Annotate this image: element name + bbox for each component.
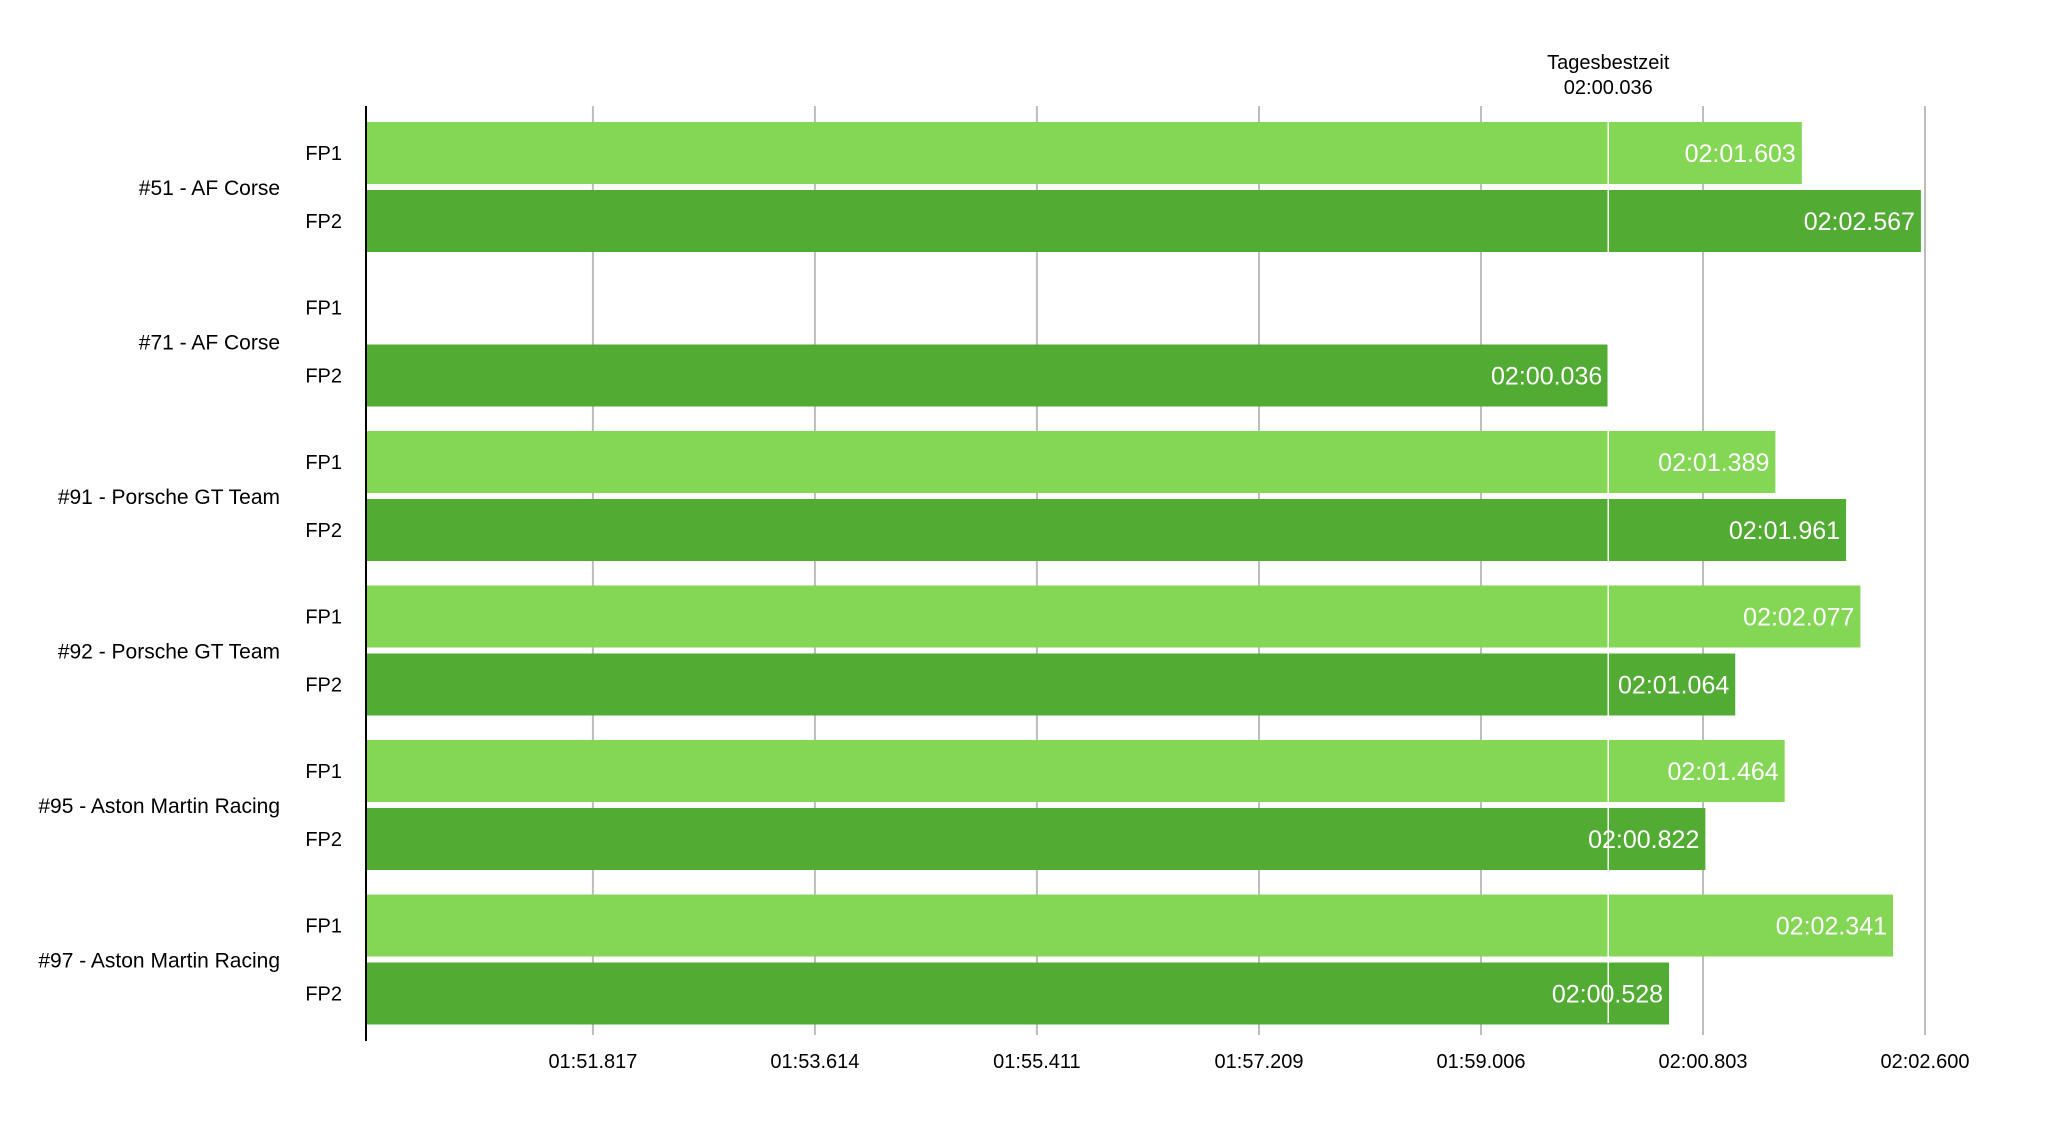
category-label: #95 - Aston Martin Racing <box>38 795 280 818</box>
session-label: FP1 <box>305 761 342 783</box>
bar-value-label: 02:00.528 <box>1552 981 1663 1009</box>
x-tick-label: 01:53.614 <box>770 1051 859 1073</box>
reference-label-value: 02:00.036 <box>1564 77 1653 99</box>
reference-line-layer: Tagesbestzeit 02:00.036 <box>1547 52 1670 1023</box>
category-label: #97 - Aston Martin Racing <box>38 950 280 973</box>
bar-value-label: 02:02.567 <box>1804 208 1915 236</box>
bar-value-label: 02:01.464 <box>1667 758 1778 786</box>
x-tick-label: 01:51.817 <box>548 1051 637 1073</box>
session-label: FP2 <box>305 211 342 233</box>
bar-value-label: 02:01.603 <box>1685 140 1796 168</box>
session-label: FP1 <box>305 143 342 165</box>
bar-value-label: 02:01.961 <box>1729 517 1840 545</box>
axis-layer: 01:51.817 01:53.614 01:55.411 01:57.209 01:5… <box>365 106 1970 1073</box>
bar-fp2 <box>366 808 1706 870</box>
x-tick-label: 01:55.411 <box>993 1051 1081 1073</box>
session-label: FP2 <box>305 984 342 1006</box>
bar-value-label: 02:02.341 <box>1776 913 1887 941</box>
bar-value-label: 02:00.036 <box>1491 363 1602 391</box>
reference-label-title: Tagesbestzeit <box>1547 52 1670 74</box>
session-label: FP2 <box>305 520 342 542</box>
x-tick-label: 01:59.006 <box>1437 1051 1526 1073</box>
session-label: FP1 <box>305 298 342 320</box>
session-label: FP2 <box>305 366 342 388</box>
bar-value-label: 02:00.822 <box>1588 826 1699 854</box>
category-label: #91 - Porsche GT Team <box>58 486 280 509</box>
bar-fp1 <box>366 431 1776 493</box>
bar-fp2 <box>366 344 1609 407</box>
bar-fp2 <box>366 653 1736 716</box>
category-label: #51 - AF Corse <box>139 177 280 200</box>
bar-value-label: 02:01.389 <box>1658 449 1769 477</box>
bar-fp2 <box>366 962 1670 1025</box>
session-label: FP2 <box>305 675 342 697</box>
bar-fp1 <box>366 122 1802 184</box>
grid-layer <box>591 106 1926 1035</box>
bar-fp1 <box>366 740 1785 802</box>
label-layer: FP1 02:01.603 FP2 02:02.567 #51 - AF Corse FP… <box>38 140 1915 1009</box>
category-label: #71 - AF Corse <box>139 332 280 355</box>
session-label: FP1 <box>305 916 342 938</box>
category-label: #92 - Porsche GT Team <box>58 641 280 664</box>
bar-fp2 <box>366 499 1847 561</box>
session-label: FP2 <box>305 829 342 851</box>
bar-fp1 <box>366 585 1861 648</box>
bar-value-label: 02:01.064 <box>1618 672 1729 700</box>
session-label: FP1 <box>305 452 342 474</box>
bar-layer <box>366 122 1921 1025</box>
bar-fp1 <box>366 894 1894 957</box>
bar-fp2 <box>366 190 1921 252</box>
x-tick-label: 02:02.600 <box>1881 1051 1970 1073</box>
session-label: FP1 <box>305 607 342 629</box>
x-tick-label: 01:57.209 <box>1215 1051 1304 1073</box>
x-tick-label: 02:00.803 <box>1659 1051 1748 1073</box>
bar-value-label: 02:02.077 <box>1743 604 1854 632</box>
